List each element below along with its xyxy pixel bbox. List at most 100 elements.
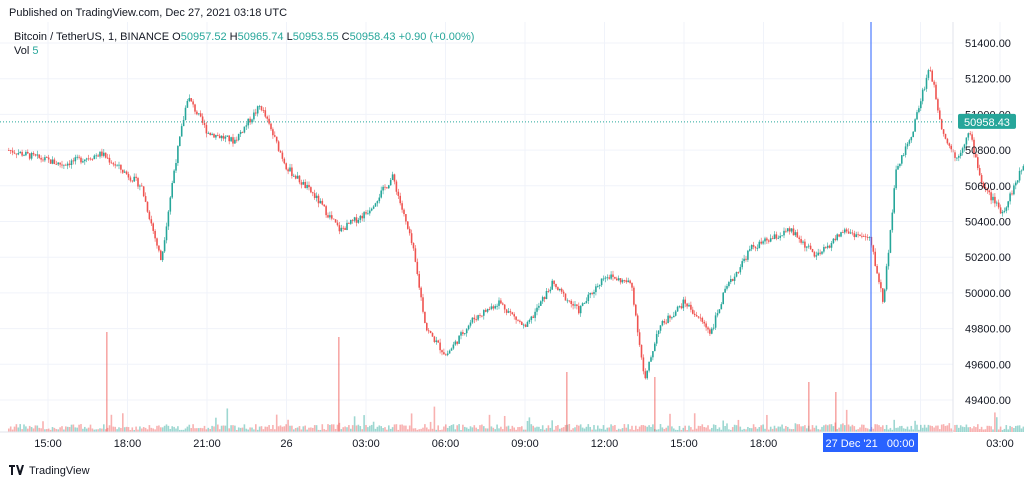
candle-body	[918, 108, 920, 113]
volume-bar	[498, 428, 500, 432]
candle-body	[344, 228, 346, 230]
candle-body	[515, 316, 517, 320]
candle-body	[258, 106, 261, 107]
candle-body	[509, 311, 512, 313]
candle-body	[182, 119, 185, 127]
time-tick-label: 12:00	[591, 438, 619, 450]
volume-bar	[771, 428, 774, 432]
volume-bar	[93, 429, 96, 432]
volume-bar	[456, 425, 458, 432]
candle-body	[716, 313, 719, 316]
candle-body	[148, 211, 151, 220]
volume-bar	[429, 421, 432, 432]
volume-bar	[676, 429, 679, 432]
candle-body	[21, 151, 23, 156]
volume-bar	[446, 427, 449, 432]
volume-bar	[203, 425, 206, 432]
candle-body	[978, 168, 981, 176]
candle-body	[536, 307, 538, 312]
candle-body	[576, 304, 578, 306]
volume-bar	[201, 428, 204, 432]
candle-body	[674, 311, 677, 316]
candle-body	[47, 157, 50, 160]
volume-bar	[363, 415, 365, 432]
volume-bar	[139, 426, 141, 432]
candle-body	[883, 289, 886, 302]
candle-body	[78, 156, 80, 158]
volume-bar	[925, 427, 928, 432]
tradingview-logo[interactable]: TradingView	[9, 464, 90, 478]
volume-bar	[560, 427, 563, 432]
volume-bar	[749, 428, 751, 432]
volume-bar	[693, 413, 696, 432]
volume-bar	[522, 429, 525, 432]
volume-bar	[534, 427, 536, 432]
time-axis[interactable]: 15:00 18:00 21:00 26 03:00 06:00 09:00 12:00 15:…	[34, 438, 1014, 450]
open-value: 50957.52	[180, 31, 227, 43]
candle-body	[201, 116, 204, 123]
volume-bar	[131, 427, 134, 432]
candle-body	[982, 182, 985, 187]
volume-bar	[217, 424, 219, 432]
volume-bar	[583, 428, 586, 432]
volume-bar	[555, 425, 557, 432]
volume-bar	[878, 425, 880, 432]
volume-bar	[893, 419, 895, 432]
volume-bar	[923, 424, 926, 432]
volume-bar	[629, 429, 631, 432]
candle-body	[19, 151, 21, 154]
candle-body	[237, 134, 240, 141]
close-value: 50958.43	[349, 31, 396, 43]
candle-body	[654, 343, 656, 352]
candle-body	[220, 135, 223, 139]
candle-body	[880, 282, 882, 289]
volume-bar	[942, 424, 945, 432]
candle-body	[460, 332, 462, 336]
candle-body	[994, 196, 996, 204]
volume-bar	[819, 429, 821, 432]
candle-body	[707, 327, 709, 330]
volume-bar	[969, 426, 971, 432]
volume-bar	[469, 426, 472, 432]
volume-bar	[735, 425, 738, 432]
volume-bar	[564, 424, 567, 432]
volume-bar	[420, 428, 422, 432]
volume-bar	[1009, 425, 1011, 432]
candle-body	[929, 70, 932, 71]
volume-bar	[55, 429, 58, 432]
candle-body	[296, 175, 299, 179]
volume-bar	[441, 429, 443, 432]
candle-body	[505, 309, 508, 313]
candle-body	[511, 312, 514, 315]
volume-bar	[906, 426, 909, 432]
candle-body	[984, 186, 987, 189]
volume-bar	[418, 429, 420, 432]
volume-bar	[657, 429, 660, 432]
volume-bar	[11, 429, 14, 432]
candle-body	[788, 228, 791, 232]
volume-bar	[802, 426, 804, 432]
candle-body	[255, 112, 257, 114]
volume-bar	[87, 427, 90, 432]
candle-body	[819, 252, 821, 254]
volume-bar	[614, 425, 616, 432]
candle-body	[872, 245, 875, 252]
candle-body	[711, 328, 713, 334]
price-axis[interactable]: 51400.0051200.0051000.0050800.0050600.00…	[965, 38, 1011, 407]
volume-bar	[241, 427, 244, 432]
candle-body	[851, 232, 854, 234]
candle-body	[701, 317, 704, 322]
volume-bar	[576, 424, 578, 432]
candle-body	[676, 306, 679, 312]
candle-body	[844, 229, 846, 233]
candle-body	[1013, 185, 1015, 195]
volume-bar	[889, 427, 892, 432]
candle-body	[80, 157, 82, 163]
volume-bar	[973, 426, 975, 432]
volume-bar	[331, 424, 333, 432]
volume-bar	[621, 428, 624, 432]
volume-bar	[91, 428, 94, 432]
candle-body	[184, 107, 187, 120]
price-tick-label: 49400.00	[965, 395, 1011, 407]
